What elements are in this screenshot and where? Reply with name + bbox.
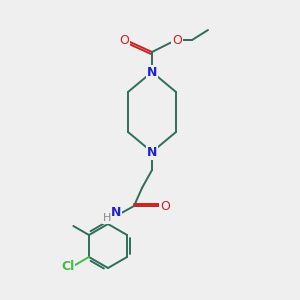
Text: O: O [119,34,129,46]
Text: N: N [111,206,121,220]
Text: O: O [160,200,170,212]
Text: O: O [172,34,182,46]
Text: Cl: Cl [61,260,74,274]
Text: N: N [147,146,157,158]
Text: H: H [103,213,111,223]
Text: N: N [147,65,157,79]
